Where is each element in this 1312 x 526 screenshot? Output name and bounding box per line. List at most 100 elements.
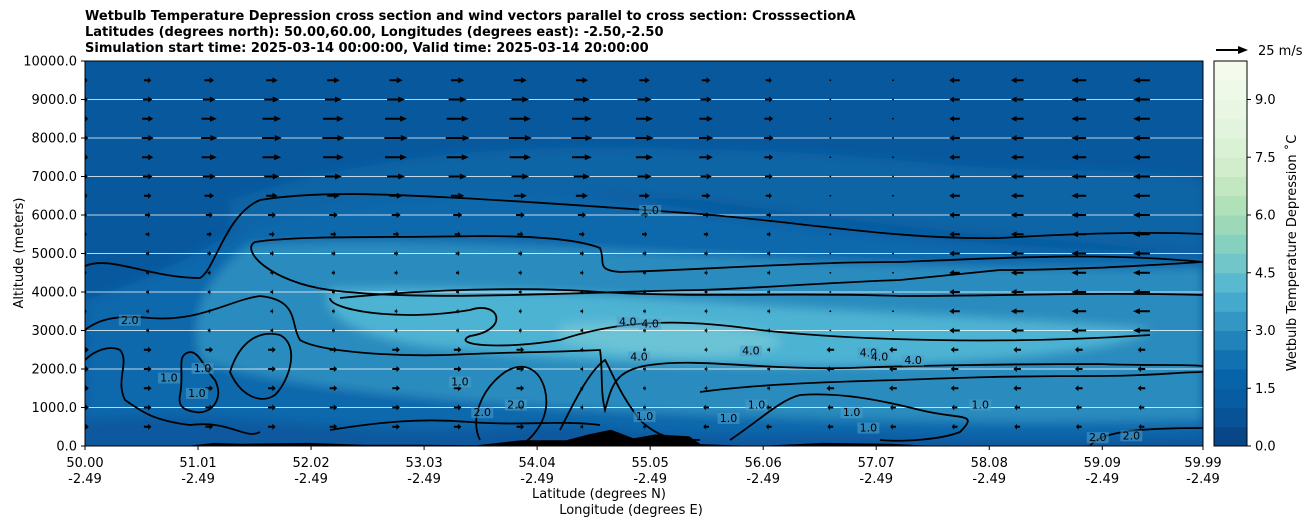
wind-arrow-head [396,192,403,199]
wind-arrow-head [334,77,340,84]
wind-arrow-head [461,154,469,161]
wind-arrow [142,154,154,161]
wind-arrow [143,77,152,84]
wind-arrow-head [1133,269,1141,276]
contour-label: 2.0 [1123,429,1141,442]
wind-arrow-head [644,289,647,295]
wind-arrow [1071,250,1087,257]
wind-arrow [85,192,88,199]
wind-arrow [324,96,342,103]
title-line-2: Latitudes (degrees north): 50.00,60.00, … [85,25,664,40]
contour-1-base [729,393,969,442]
wind-arrow [949,96,960,103]
wind-arrow [637,96,652,103]
wind-arrow [207,308,211,315]
wind-arrow [268,404,276,411]
wind-arrow [580,289,584,295]
wind-arrow [262,115,282,122]
wind-arrow [201,135,218,141]
wind-arrow [85,135,89,141]
wind-arrow-head [646,115,654,122]
wind-arrow [146,269,150,276]
wind-arrow-head [1071,154,1079,161]
wind-arrow [266,77,278,84]
contour-label-bg [1086,432,1109,444]
wind-arrow [1071,135,1087,141]
x-tick-label-lon: -2.49 [407,472,441,487]
wind-arrow-dot [829,137,832,139]
x-tick-label-lat: 57.07 [858,456,895,471]
wind-arrow-head [949,77,955,84]
x-tick-label-lat: 59.09 [1084,456,1121,471]
wind-arrow-head [85,231,87,238]
wind-arrow [201,154,217,161]
wind-arrow-head [768,250,771,257]
wind-arrow-head [1010,96,1017,103]
wind-arrow-head [148,192,152,199]
wind-arrow [949,154,960,161]
contour-label: 4.0 [904,354,922,367]
wind-arrow-head [949,231,955,238]
wind-arrow-head [333,269,336,276]
quiver-key-arrowhead [1238,46,1248,54]
wind-arrow-head [272,96,280,103]
wind-arrow [513,77,527,84]
wind-arrow-head [524,154,532,161]
wind-arrow-head [889,366,893,372]
wind-arrow-head [458,423,462,430]
wind-arrow [892,117,894,120]
contour-label: 1.0 [972,399,990,412]
quiver-key: 25 m/s [1216,44,1303,59]
wind-arrow-head [209,77,215,84]
wind-arrow [391,212,401,218]
wind-arrow [85,212,87,218]
wind-arrow-head [1010,231,1017,238]
wind-arrow [1010,289,1024,295]
wind-arrow [1137,346,1146,353]
wind-arrow [206,231,212,238]
wind-arrow [765,192,772,199]
wind-arrow-head [1010,250,1017,257]
wind-arrow-head [646,154,654,161]
wind-arrow-dot [829,175,832,178]
wind-arrow-head [769,115,774,122]
wind-arrow-head [706,346,708,353]
wind-arrow-head [520,77,527,84]
wind-arrow-head [520,269,522,276]
wind-arrow [329,423,338,430]
wind-arrow-head [950,385,955,392]
wind-arrow [85,154,89,161]
wind-arrow [829,98,832,101]
wind-arrow-head [400,115,408,122]
wind-arrow [643,289,647,295]
contour-label: 2.0 [1089,431,1107,444]
wind-arrow-head [272,77,278,84]
wind-arrow-dot [829,194,832,197]
wind-arrow [575,77,588,84]
colorbar-level [1214,272,1247,293]
wind-arrow-head [769,96,773,103]
wind-arrow [575,192,588,199]
wind-arrow [767,250,771,257]
wind-arrow-head [457,327,460,334]
wind-arrow-head [457,308,460,315]
wind-arrow-head [1133,173,1141,180]
wind-arrow [518,327,522,334]
wind-arrow [85,77,88,84]
terrain-fill [85,429,1203,446]
wind-arrow-head [582,385,584,392]
contour-label-bg [504,399,527,411]
wind-arrow-head [644,231,648,238]
wind-arrow [327,192,340,199]
wind-arrow [951,423,958,430]
wind-arrow [508,135,532,141]
y-tick-label: 1000.0 [32,401,78,416]
fill-band-upper [230,147,1203,250]
wind-arrow-head [209,346,214,353]
wind-arrow-head [1133,327,1141,334]
wind-arrow-head [209,212,213,218]
wind-arrow-head [949,96,955,103]
wind-arrow [889,346,897,353]
wind-arrow [143,423,152,430]
wind-arrow [949,289,960,295]
